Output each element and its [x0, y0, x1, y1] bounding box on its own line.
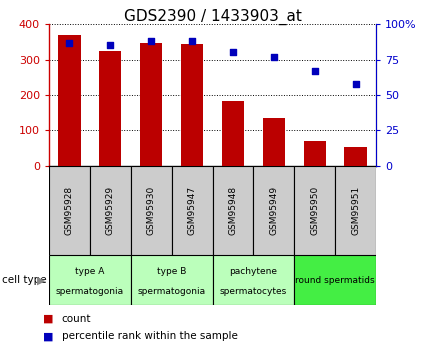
Text: GSM95949: GSM95949 [269, 186, 278, 235]
Text: type B: type B [157, 267, 186, 276]
Text: spermatocytes: spermatocytes [220, 287, 287, 296]
Text: count: count [62, 314, 91, 324]
Bar [90, 166, 131, 255]
Text: GSM95930: GSM95930 [147, 186, 156, 235]
Bar [263, 118, 285, 166]
Point [189, 38, 196, 44]
Bar [181, 43, 203, 166]
Point [230, 50, 236, 55]
Bar [303, 141, 326, 166]
Point [148, 38, 155, 44]
Text: pachytene: pachytene [230, 267, 278, 276]
Bar [58, 35, 81, 166]
Bar [172, 166, 212, 255]
Text: GDS2390 / 1433903_at: GDS2390 / 1433903_at [124, 9, 301, 25]
Text: ▶: ▶ [37, 275, 45, 285]
Text: round spermatids: round spermatids [295, 276, 375, 285]
Text: percentile rank within the sample: percentile rank within the sample [62, 332, 238, 341]
Bar [222, 101, 244, 166]
Bar [335, 166, 376, 255]
Bar [140, 42, 162, 166]
Text: GSM95948: GSM95948 [229, 186, 238, 235]
Bar [99, 51, 122, 166]
Bar [212, 255, 294, 305]
Text: ■: ■ [42, 314, 53, 324]
Bar [131, 255, 212, 305]
Point [270, 54, 277, 59]
Text: GSM95929: GSM95929 [106, 186, 115, 235]
Text: GSM95947: GSM95947 [187, 186, 196, 235]
Text: spermatogonia: spermatogonia [56, 287, 124, 296]
Bar [253, 166, 294, 255]
Point [312, 68, 318, 73]
Bar [212, 166, 253, 255]
Text: GSM95928: GSM95928 [65, 186, 74, 235]
Bar [294, 166, 335, 255]
Bar [294, 255, 376, 305]
Text: type A: type A [75, 267, 105, 276]
Text: GSM95950: GSM95950 [310, 186, 319, 235]
Point [352, 81, 359, 86]
Text: GSM95951: GSM95951 [351, 186, 360, 235]
Bar [344, 147, 367, 166]
Text: cell type: cell type [2, 275, 47, 285]
Bar [49, 166, 90, 255]
Point [107, 43, 113, 48]
Bar [49, 255, 131, 305]
Point [66, 40, 73, 45]
Text: ■: ■ [42, 332, 53, 341]
Bar [131, 166, 172, 255]
Text: spermatogonia: spermatogonia [138, 287, 206, 296]
